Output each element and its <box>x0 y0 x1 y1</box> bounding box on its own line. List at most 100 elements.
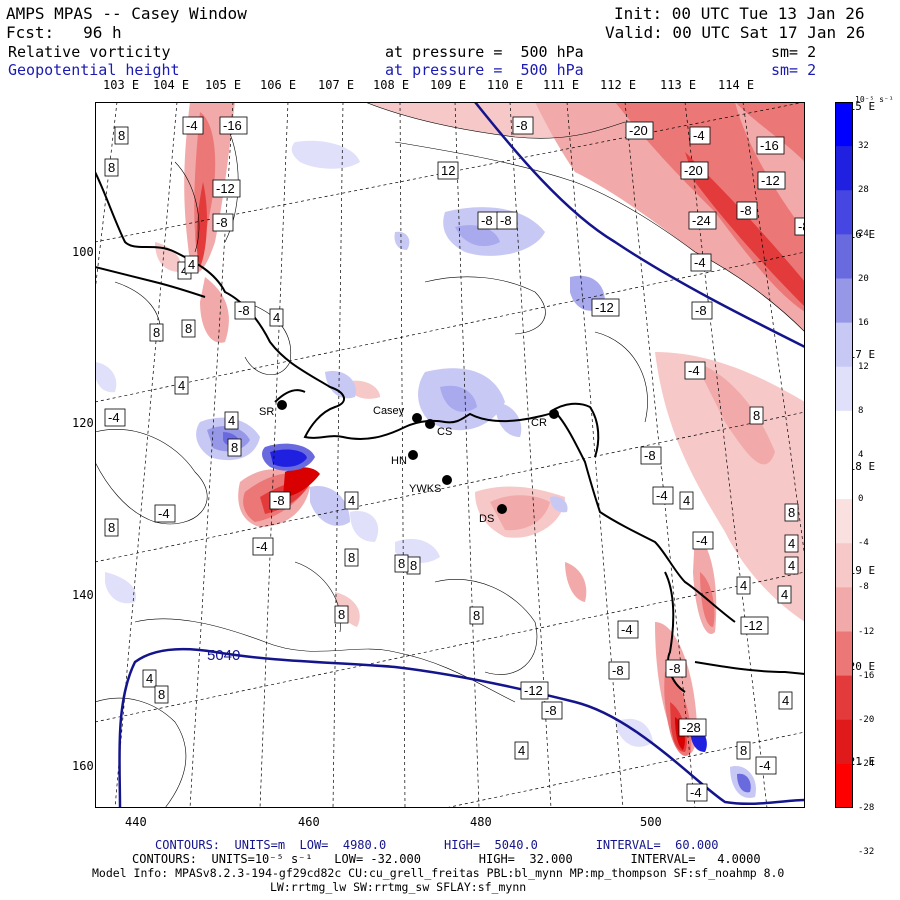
colorbar-label: 12 <box>858 361 869 372</box>
contour-label-text: -8 <box>669 661 681 676</box>
contour-label-text: -4 <box>694 255 706 270</box>
station-cs-dot <box>425 419 435 429</box>
contour-label-box: 4 <box>142 669 157 688</box>
contour-label-text: -20 <box>684 163 703 178</box>
contour-label-box: -8 <box>269 491 291 510</box>
contour-label-text: -4 <box>690 785 702 800</box>
pressure-vorticity: at pressure = 500 hPa <box>385 43 584 61</box>
pressure-height: at pressure = 500 hPa <box>385 61 584 79</box>
colorbar-swatch <box>835 234 853 279</box>
contour-label-box: -4 <box>104 408 126 427</box>
contour-label-text: -4 <box>621 622 633 637</box>
station-casey-dot <box>412 413 422 423</box>
colorbar-swatch <box>835 543 853 588</box>
contour-label-box: -8 <box>541 701 563 720</box>
contour-label-box: 4 <box>514 741 529 760</box>
contour-label-box: -12 <box>212 179 241 198</box>
contour-label-box: -12 <box>757 171 786 190</box>
colorbar-swatch <box>835 587 853 632</box>
contour-label-box: -8 <box>640 446 662 465</box>
station-cs-label: CS <box>437 426 452 438</box>
contour-label-text: -16 <box>760 138 779 153</box>
contour-label-box: -8 <box>234 301 256 320</box>
contour-label-text: -12 <box>216 181 235 196</box>
contour-label-box: -4 <box>689 126 711 145</box>
contour-label-box: -4 <box>755 756 777 775</box>
colorbar-label: -32 <box>858 847 875 858</box>
contour-label-text: 8 <box>108 520 115 535</box>
colorbar-swatch <box>835 102 853 147</box>
contour-label-text: 4 <box>348 493 355 508</box>
contour-label-box: 8 <box>114 126 129 145</box>
contour-label-text: -12 <box>761 173 780 188</box>
contour-label-box: 4 <box>736 576 751 595</box>
contour-label-text: 4 <box>788 536 795 551</box>
contour-label-text: 4 <box>518 743 525 758</box>
lon-label: 107 E <box>318 78 355 92</box>
contour-label-text: 8 <box>753 408 760 423</box>
colorbar-label: 8 <box>858 405 864 416</box>
contour-label-box: -8 <box>496 211 518 230</box>
colorbar-label: 24 <box>858 229 869 240</box>
field-height: Geopotential height <box>8 61 180 79</box>
contour-label-box: -12 <box>520 681 549 700</box>
contour-label-text: -16 <box>223 118 242 133</box>
contour-label-box: -4 <box>252 537 274 556</box>
contour-label-text: 8 <box>348 550 355 565</box>
coastline <box>95 171 805 693</box>
contour-label-box: 4 <box>344 491 359 510</box>
station-ywks-label: YWKS <box>409 483 441 495</box>
field-vorticity: Relative vorticity <box>8 43 171 61</box>
contour-label-text: 4 <box>146 671 153 686</box>
contour-label-text: 4 <box>188 257 195 272</box>
lon-label: 111 E <box>543 78 580 92</box>
contour-label-text: -4 <box>158 506 170 521</box>
colorbar-swatch <box>835 146 853 191</box>
contour-label-text: -8 <box>545 703 557 718</box>
lon-label: 110 E <box>487 78 524 92</box>
contour-label-box: 4 <box>269 308 284 327</box>
contour-label-box: 8 <box>344 548 359 567</box>
contour-label-text: -8 <box>481 213 493 228</box>
height-contour-label: 5040 <box>207 647 240 664</box>
contour-label-box: -20 <box>680 161 709 180</box>
contour-label-text: -24 <box>692 213 711 228</box>
colorbar-unit: 10⁻⁵ s⁻¹ <box>855 95 894 104</box>
contour-label-text: -12 <box>744 618 763 633</box>
x-tick-label: 440 <box>125 815 147 829</box>
contour-label-box: 8 <box>181 319 196 338</box>
contour-label-box: -28 <box>678 718 707 737</box>
contour-label-box: -4 <box>652 486 674 505</box>
y-tick-label: 120 <box>72 416 94 430</box>
contour-label-text: 8 <box>185 321 192 336</box>
colorbar-border <box>835 102 853 808</box>
forecast-hour: Fcst: 96 h <box>6 23 122 42</box>
contour-label-box: 8 <box>394 554 409 573</box>
contour-label-box: 12 <box>437 161 459 180</box>
x-tick-label: 500 <box>640 815 662 829</box>
lon-label: 104 E <box>153 78 190 92</box>
contour-label-box: 8 <box>154 685 169 704</box>
contour-label-box: -8 <box>736 201 758 220</box>
lon-label: 113 E <box>660 78 697 92</box>
contour-label-box: -8 <box>691 301 713 320</box>
contour-label-text: 4 <box>740 578 747 593</box>
contour-labels: -4-1688-12-884-84848-48-4-8488-812-8-8-1… <box>104 116 805 802</box>
station-sr-label: SR <box>259 406 274 418</box>
contour-label-box: -12 <box>591 298 620 317</box>
contour-label-text: 8 <box>118 128 125 143</box>
contour-label-box: -8 <box>665 659 687 678</box>
plot-title: AMPS MPAS -- Casey Window <box>6 4 247 23</box>
vorticity-contours <box>95 102 805 808</box>
contour-label-text: 8 <box>231 440 238 455</box>
station-dots <box>277 400 559 514</box>
y-tick-label: 160 <box>72 759 94 773</box>
station-ywks-dot <box>442 475 452 485</box>
contour-label-box: 8 <box>104 158 119 177</box>
contour-label-text: -4 <box>656 488 668 503</box>
colorbar-label: -12 <box>858 626 875 637</box>
contour-label-text: -8 <box>516 118 528 133</box>
contour-label-text: 4 <box>683 493 690 508</box>
contour-label-text: -4 <box>696 533 708 548</box>
y-tick-label: 100 <box>72 245 94 259</box>
